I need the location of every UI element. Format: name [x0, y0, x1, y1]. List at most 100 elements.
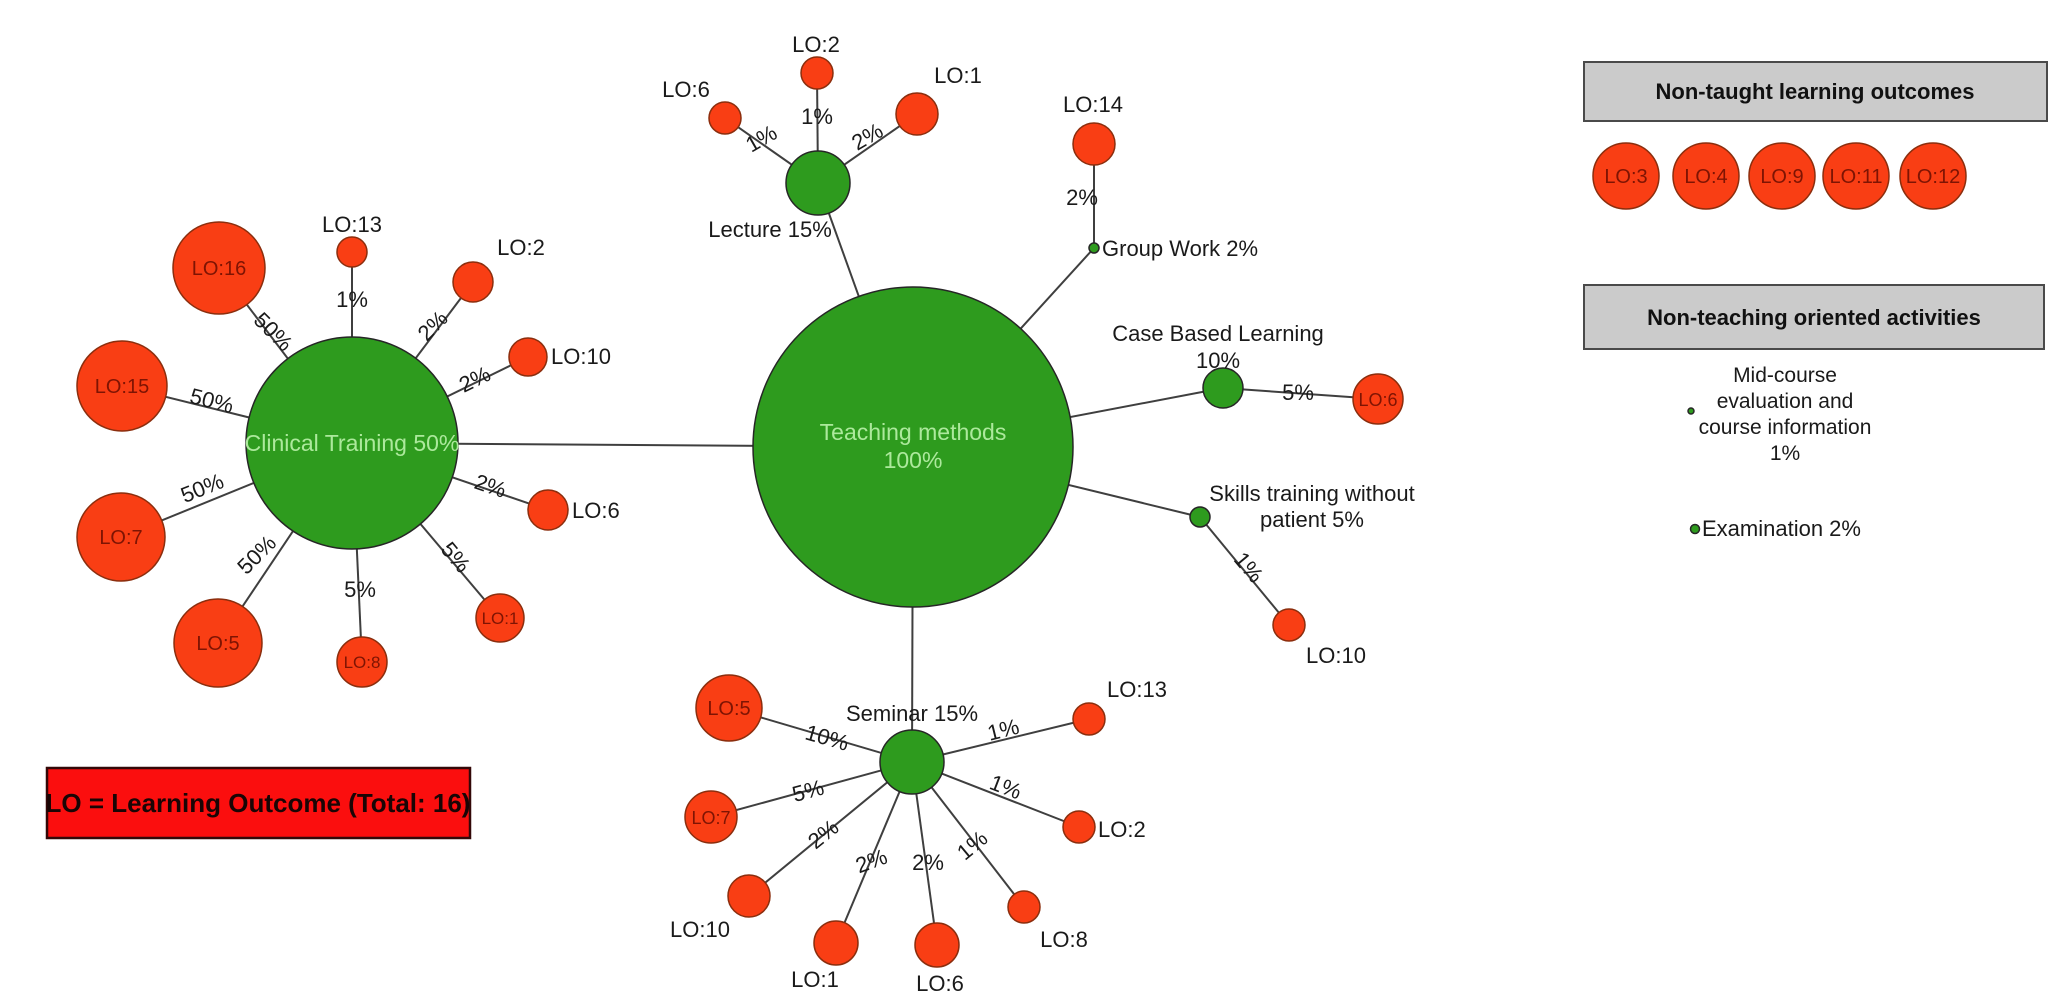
node-c_lo1-circle [475, 593, 525, 643]
edge-weight-label-seminar-se_lo5: 10% [802, 720, 851, 756]
node-c_lo2-label: LO:2 [497, 235, 545, 260]
node-seminar-label: Seminar 15% [846, 701, 978, 726]
node-cb_lo6-label: LO:6 [1358, 390, 1397, 410]
non-taught-outcome-circle-lo11 [1822, 142, 1890, 210]
mid-course-label: 1% [1770, 442, 1800, 465]
node-cb_lo6-circle [1352, 373, 1404, 425]
legend-layer: LO = Learning Outcome (Total: 16) [45, 766, 472, 840]
edge-weight-label-groupwork-g_lo14: 2% [1066, 185, 1098, 210]
node-se_lo2-label: LO:2 [1098, 817, 1146, 842]
edge-weight-label-seminar-se_lo6: 2% [912, 850, 944, 875]
node-groupwork-label: Group Work 2% [1102, 236, 1258, 261]
node-teaching-label: Teaching methods [820, 419, 1007, 445]
node-l_lo1-label: LO:1 [934, 63, 982, 88]
edge-weight-label-seminar-se_lo10: 2% [803, 814, 843, 853]
edge-weight-label-skills-s_lo10: 1% [1229, 547, 1269, 587]
non-taught-panel-title: Non-taught learning outcomes [1656, 79, 1975, 104]
node-s_lo10-label: LO:10 [1306, 643, 1366, 668]
edge-weight-label-clinical-c_lo16: 50% [249, 307, 298, 356]
node-cbl-label: Case Based Learning [1112, 321, 1324, 346]
mid-course-label: course information [1699, 416, 1872, 439]
edge-weight-label-clinical-c_lo2: 2% [413, 306, 453, 346]
node-c_lo10-label: LO:10 [551, 344, 611, 369]
node-se_lo7-circle [684, 790, 738, 844]
node-c_lo13-label: LO:13 [322, 212, 382, 237]
node-teaching-circle [752, 286, 1074, 608]
node-skills-circle [1189, 506, 1211, 528]
node-c_lo8-circle [336, 636, 388, 688]
node-c_lo5-label: LO:5 [196, 633, 239, 655]
non-taught-outcome-label: LO:9 [1760, 166, 1803, 188]
node-c_lo7-label: LO:7 [99, 527, 142, 549]
non-taught-outcome-circle-lo9 [1748, 142, 1816, 210]
non-taught-outcome-label: LO:3 [1604, 166, 1647, 188]
node-l_lo6-label: LO:6 [662, 77, 710, 102]
lo-legend-box [45, 766, 472, 840]
node-se_lo5-circle [695, 674, 763, 742]
node-c_lo6-label: LO:6 [572, 498, 620, 523]
edge-weight-label-clinical-c_lo10: 2% [455, 361, 495, 397]
node-se_lo7-label: LO:7 [691, 808, 730, 828]
edge-weight-label-lecture-l_lo2: 1% [801, 104, 833, 129]
edge-skills-s_lo10 [1199, 516, 1290, 626]
node-l_lo1-circle [895, 92, 939, 136]
node-lecture-circle [785, 150, 851, 216]
edge-weight-label-lecture-l_lo1: 2% [847, 118, 887, 156]
non-taught-panel-box [1583, 61, 2048, 122]
edge-weight-label-seminar-se_lo2: 1% [986, 770, 1025, 805]
non-taught-outcome-circle-lo12 [1899, 142, 1967, 210]
nodes-layer [76, 56, 1404, 968]
edge-weight-label-cbl-cb_lo6: 5% [1282, 380, 1314, 405]
node-c_lo16-circle [172, 221, 266, 315]
node-se_lo8-label: LO:8 [1040, 927, 1088, 952]
non-teaching-panel-box [1583, 284, 2045, 350]
node-se_lo13-circle [1072, 702, 1106, 736]
node-c_lo10-circle [508, 337, 548, 377]
edge-weight-label-seminar-se_lo13: 1% [985, 714, 1022, 746]
edge-weight-label-seminar-se_lo7: 5% [789, 775, 826, 807]
node-se_lo1-circle [813, 920, 859, 966]
node-groupwork-circle [1088, 242, 1100, 254]
node-lecture-label: Lecture 15% [708, 217, 832, 242]
node-skills-label: Skills training without [1209, 481, 1414, 506]
non-teaching-panel-title: Non-teaching oriented activities [1647, 305, 1981, 330]
non-taught-outcome-label: LO:4 [1684, 166, 1727, 188]
node-c_lo7-circle [76, 492, 166, 582]
edge-weight-label-clinical-c_lo7: 50% [177, 468, 227, 508]
node-se_lo1-label: LO:1 [791, 967, 839, 992]
node-cbl-label: 10% [1196, 348, 1240, 373]
node-l_lo6-circle [708, 101, 742, 135]
node-se_lo8-circle [1007, 890, 1041, 924]
node-se_lo10-label: LO:10 [670, 917, 730, 942]
mid-course-label: Mid-course [1733, 364, 1837, 387]
edge-weight-label-clinical-c_lo1: 5% [436, 537, 476, 577]
node-se_lo2-circle [1062, 810, 1096, 844]
edge-cbl-cb_lo6 [1222, 387, 1379, 400]
node-c_lo6-circle [527, 489, 569, 531]
node-se_lo10-circle [727, 874, 771, 918]
lo-legend-text: LO = Learning Outcome (Total: 16) [46, 788, 471, 818]
node-l_lo2-circle [800, 56, 834, 90]
node-s_lo10-circle [1272, 608, 1306, 642]
edge-weight-label-clinical-c_lo13: 1% [336, 287, 368, 312]
node-clinical-label: Clinical Training 50% [245, 430, 460, 456]
edge-weight-label-clinical-c_lo5: 50% [232, 530, 281, 579]
node-se_lo6-label: LO:6 [916, 971, 964, 996]
node-c_lo13-circle [336, 236, 368, 268]
node-clinical-circle [245, 336, 459, 550]
non-taught-outcome-label: LO:11 [1830, 166, 1883, 188]
node-teaching-label: 100% [884, 447, 943, 473]
node-c_lo15-label: LO:15 [95, 376, 149, 398]
edge-seminar-se_lo10 [748, 761, 913, 897]
mid-course-label: evaluation and [1717, 390, 1854, 413]
non-taught-outcome-circle-lo3 [1592, 142, 1660, 210]
non-taught-outcome-circle-lo4 [1672, 142, 1740, 210]
examination-label: Examination 2% [1702, 516, 1861, 541]
node-seminar-circle [879, 729, 945, 795]
edge-weight-label-clinical-c_lo15: 50% [187, 383, 236, 418]
non-taught-outcome-label: LO:12 [1906, 166, 1960, 188]
node-l_lo2-label: LO:2 [792, 32, 840, 57]
node-g_lo14-label: LO:14 [1063, 92, 1123, 117]
